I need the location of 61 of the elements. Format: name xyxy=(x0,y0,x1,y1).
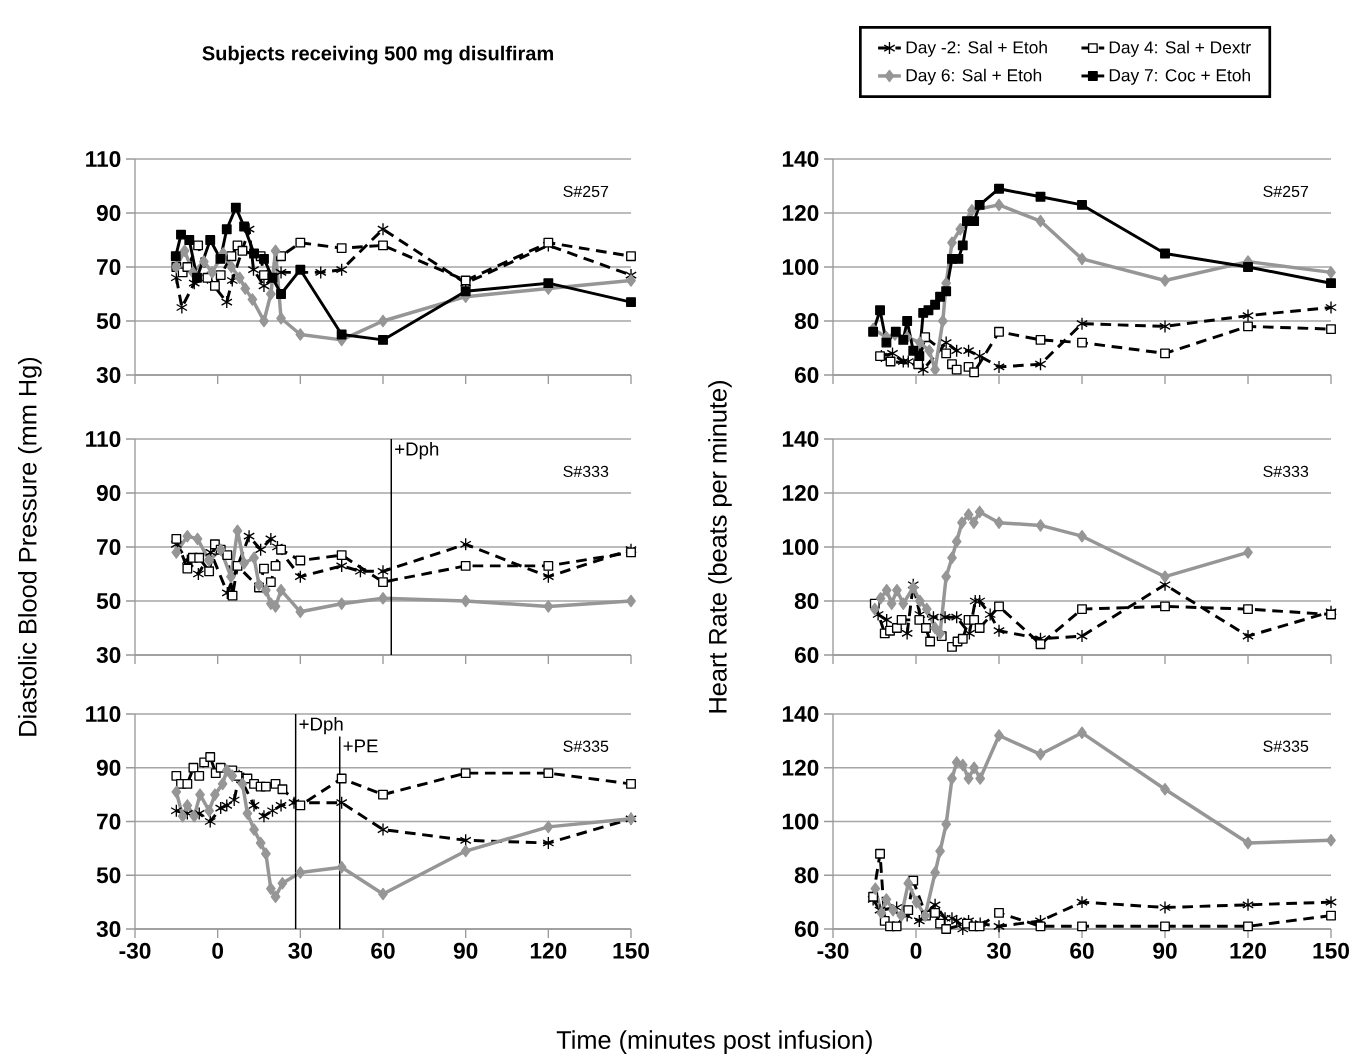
y-tick-label: 70 xyxy=(97,813,121,830)
x-tick-label: 0 xyxy=(910,942,922,959)
y-tick-label: 120 xyxy=(782,484,819,502)
y-tick-label: 90 xyxy=(96,759,121,776)
annotation: S#333 xyxy=(1263,465,1309,478)
y-tick-label: 100 xyxy=(782,813,819,830)
annotation: S#335 xyxy=(1263,740,1309,752)
legend-label: Day 7: Coc + Etoh xyxy=(1109,68,1250,85)
x-tick-label: 60 xyxy=(1070,942,1094,959)
legend-label: Day -2: Sal + Etoh xyxy=(906,40,1047,57)
y-tick-label: 110 xyxy=(86,705,121,723)
y-tick-label: 100 xyxy=(782,258,819,276)
x-tick-label: 90 xyxy=(453,942,478,959)
y-tick-label: 140 xyxy=(782,430,819,448)
y-tick-label: 90 xyxy=(96,204,121,222)
x-tick-label: 30 xyxy=(288,942,312,959)
annotation: S#333 xyxy=(563,465,609,478)
ref-line-label: +PE xyxy=(343,739,378,753)
y-tick-label: 70 xyxy=(97,538,121,556)
y-tick-label: 60 xyxy=(794,646,819,664)
y-tick-label: 110 xyxy=(86,150,121,168)
y-tick-label: 50 xyxy=(96,592,121,610)
y-tick-label: 90 xyxy=(96,484,121,502)
y-tick-label: 100 xyxy=(782,538,819,556)
y-tick-label: 30 xyxy=(96,646,121,664)
annotation: S#257 xyxy=(1263,185,1309,198)
chart-title: Subjects receiving 500 mg disulfiram xyxy=(202,45,553,65)
y-tick-label: 50 xyxy=(96,867,121,884)
x-axis-title: Time (minutes post infusion) xyxy=(556,1030,872,1054)
x-tick-label: 30 xyxy=(986,942,1011,959)
x-tick-label: 150 xyxy=(1313,942,1349,959)
y-tick-label: 60 xyxy=(794,920,819,938)
legend-label: Day 6: Sal + Etoh xyxy=(906,68,1042,85)
y-tick-label: 120 xyxy=(782,759,819,776)
x-tick-label: 120 xyxy=(530,942,567,959)
y-tick-label: 70 xyxy=(97,258,121,276)
x-tick-label: -30 xyxy=(119,942,151,959)
ref-line-label: +Dph xyxy=(299,716,343,735)
y-tick-label: 110 xyxy=(86,430,121,448)
y-tick-label: 60 xyxy=(794,366,819,384)
x-tick-label: -30 xyxy=(817,942,849,959)
y-tick-label: 30 xyxy=(96,366,121,384)
y-tick-label: 80 xyxy=(794,592,819,610)
x-tick-label: 60 xyxy=(371,942,395,959)
annotation: S#335 xyxy=(563,740,609,752)
y-tick-label: 80 xyxy=(794,867,819,884)
y-tick-label: 140 xyxy=(782,705,819,723)
y-tick-label: 120 xyxy=(782,204,819,222)
x-tick-label: 120 xyxy=(1230,942,1266,959)
y-tick-label: 140 xyxy=(782,150,819,168)
y-axis-title: Diastolic Blood Pressure (mm Hg) xyxy=(18,357,42,736)
y-tick-label: 80 xyxy=(794,312,819,330)
x-tick-label: 0 xyxy=(212,942,224,959)
y-tick-label: 30 xyxy=(96,920,121,938)
x-tick-label: 90 xyxy=(1153,942,1177,959)
y-axis-title: Heart Rate (beats per minute) xyxy=(708,381,732,713)
annotation: S#257 xyxy=(563,185,609,198)
legend-label: Day 4: Sal + Dextr xyxy=(1109,40,1251,57)
ref-line-label: +Dph xyxy=(395,441,439,460)
x-tick-label: 150 xyxy=(613,942,649,959)
y-tick-label: 50 xyxy=(96,312,121,330)
